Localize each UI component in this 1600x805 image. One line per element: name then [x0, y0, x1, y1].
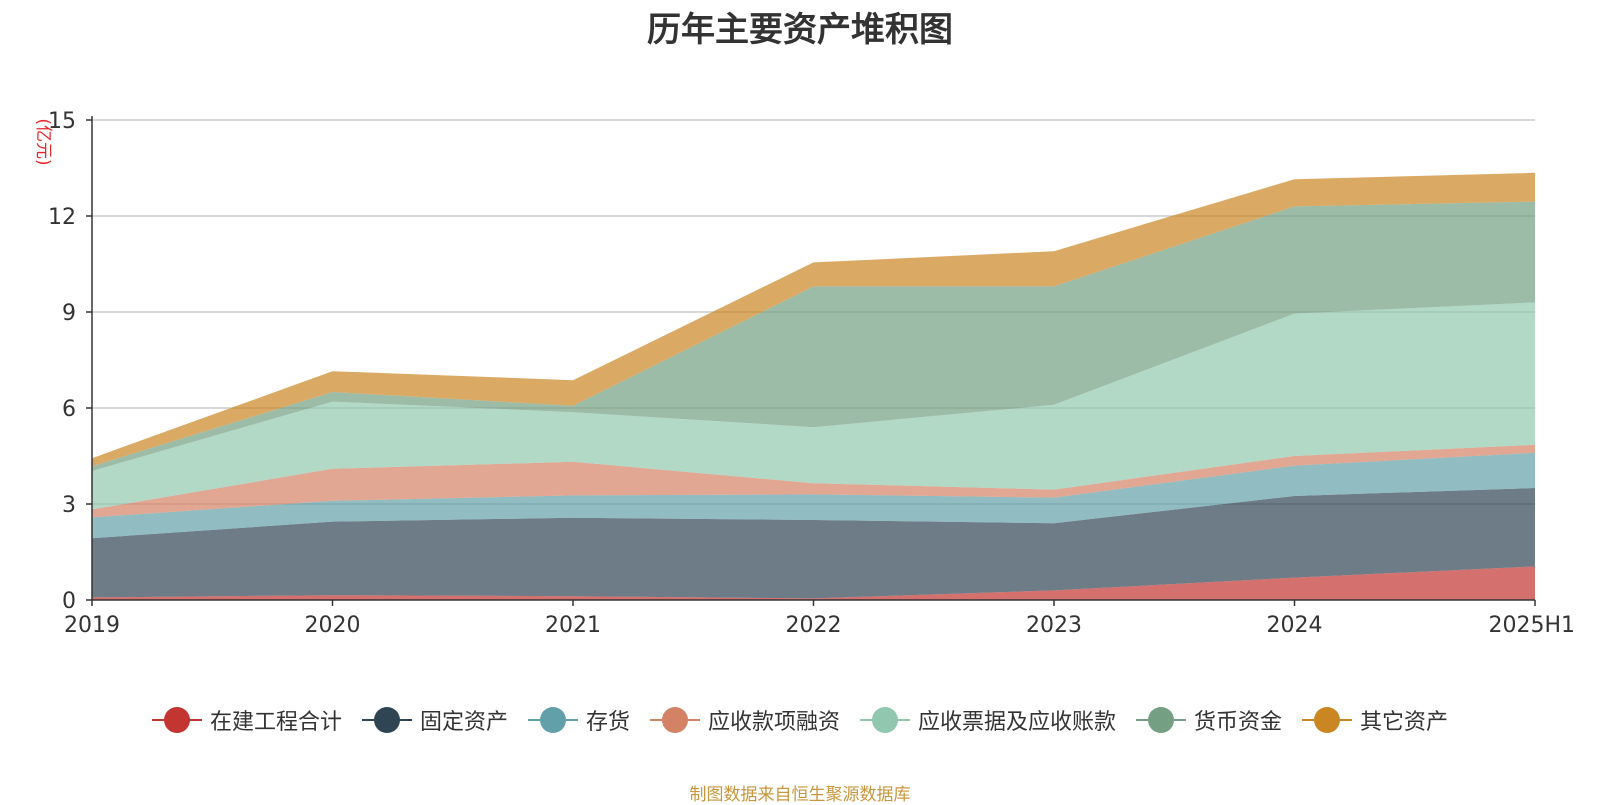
legend-item[interactable]: 在建工程合计: [151, 704, 342, 736]
x-tick-label: 2019: [64, 613, 120, 638]
y-tick-label: 6: [62, 397, 76, 422]
legend-marker: [361, 707, 412, 733]
legend-item[interactable]: 应收票据及应收账款: [860, 704, 1116, 736]
x-tick-label: 2020: [305, 613, 361, 638]
legend: 在建工程合计 固定资产 存货 应收款项融资 应收票据及应收账款 货币资金 其它资产: [0, 702, 1600, 738]
x-tick-label: 2022: [786, 613, 842, 638]
area-series-固定资产: [92, 488, 1535, 599]
legend-item[interactable]: 其它资产: [1302, 704, 1448, 736]
area-series-应收款项融资: [92, 444, 1535, 518]
legend-label: 货币资金: [1194, 710, 1283, 735]
legend-label: 应收款项融资: [707, 710, 840, 735]
x-tick-label: 2025H1: [1488, 613, 1575, 638]
x-tick-label: 2021: [545, 613, 601, 638]
y-tick-label: 3: [62, 493, 76, 518]
area-series-在建工程合计: [92, 566, 1535, 600]
legend-label: 存货: [585, 710, 630, 735]
axes: 0 3 6 9 12 15 2019 2020 2021 2022 2023 2024 2025H1: [48, 109, 1575, 638]
area-series-货币资金: [92, 201, 1535, 471]
legend-label: 其它资产: [1360, 710, 1449, 735]
y-tick-label: 12: [48, 205, 76, 230]
area-series-存货: [92, 452, 1535, 539]
y-tick-label: 15: [48, 109, 76, 134]
legend-label: 固定资产: [419, 710, 508, 735]
legend-marker: [527, 707, 578, 733]
legend-item[interactable]: 存货: [527, 704, 630, 736]
legend-item[interactable]: 货币资金: [1136, 704, 1282, 736]
x-tick-label: 2023: [1026, 613, 1082, 638]
area-series: [92, 172, 1535, 600]
area-series-其它资产: [92, 172, 1535, 467]
legend-label: 应收票据及应收账款: [918, 710, 1117, 735]
source-note: 制图数据来自恒生聚源数据库: [689, 785, 911, 805]
y-tick-label: 0: [62, 589, 76, 614]
legend-marker: [649, 707, 700, 733]
legend-marker: [1136, 707, 1187, 733]
legend-marker: [860, 707, 910, 733]
legend-marker: [151, 707, 202, 733]
legend-item[interactable]: 固定资产: [361, 704, 508, 736]
chart-title: 历年主要资产堆积图: [647, 10, 953, 50]
legend-marker: [1302, 707, 1353, 733]
legend-label: 在建工程合计: [209, 710, 342, 735]
x-tick-label: 2024: [1267, 613, 1323, 638]
legend-item[interactable]: 应收款项融资: [649, 704, 840, 736]
area-series-应收票据及应收账款: [92, 302, 1535, 510]
y-axis-unit-label: (亿元): [33, 118, 53, 165]
y-tick-label: 9: [62, 301, 76, 326]
